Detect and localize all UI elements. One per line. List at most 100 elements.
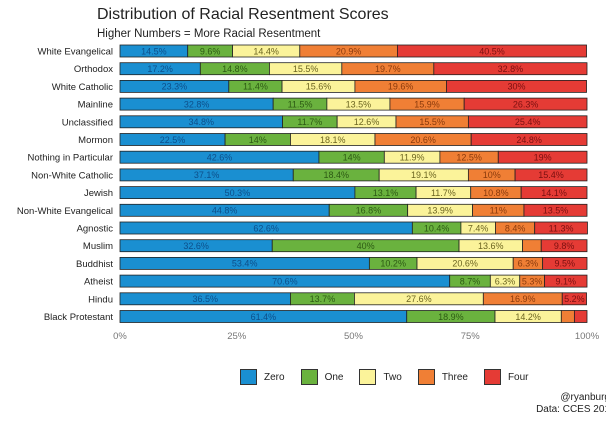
legend-label: Four — [507, 371, 529, 383]
value-label: 18.9% — [438, 312, 464, 322]
value-label: 18.4% — [323, 170, 349, 180]
credit-source: Data: CCES 201 — [536, 404, 606, 415]
value-label: 9.8% — [554, 241, 575, 251]
legend-item-three: Three — [417, 369, 468, 385]
value-label: 20.6% — [452, 259, 478, 269]
x-tick-label: 25% — [227, 331, 247, 342]
category-label: White Evangelical — [37, 47, 113, 58]
value-label: 32.8% — [184, 99, 210, 109]
bar-segment-four — [573, 310, 588, 323]
value-label: 6.3% — [518, 259, 539, 269]
bar-segment-three — [560, 310, 575, 323]
value-label: 6.3% — [495, 276, 516, 286]
value-label: 13.7% — [310, 294, 336, 304]
value-label: 25.4% — [515, 117, 541, 127]
value-label: 32.8% — [498, 64, 524, 74]
value-label: 23.3% — [162, 82, 188, 92]
value-label: 15.9% — [414, 99, 440, 109]
category-label: Nothing in Particular — [27, 153, 113, 164]
value-label: 14.8% — [222, 64, 248, 74]
chart-subtitle: Higher Numbers = More Racial Resentment — [97, 28, 321, 40]
value-label: 13.5% — [346, 99, 372, 109]
bar-segment-four — [467, 115, 588, 129]
value-label: 7.4% — [468, 223, 489, 233]
bar-segment-four — [396, 44, 587, 58]
legend-label: Three — [441, 371, 468, 383]
bar-segment-four — [433, 62, 588, 76]
value-label: 22.5% — [160, 135, 186, 145]
category-label: Unclassified — [62, 117, 113, 128]
bar-segment-four — [544, 274, 588, 288]
value-label: 17.2% — [147, 64, 173, 74]
x-tick-label: 100% — [575, 331, 600, 342]
value-label: 15.5% — [293, 64, 319, 74]
bar-segment-four — [514, 168, 588, 182]
value-label: 16.9% — [510, 294, 536, 304]
chart-title: Distribution of Racial Resentment Scores — [97, 6, 389, 23]
value-label: 16.8% — [356, 206, 382, 216]
value-label: 27.6% — [406, 294, 432, 304]
value-label: 40.5% — [479, 46, 505, 56]
value-label: 11.9% — [400, 153, 425, 163]
value-label: 18.1% — [320, 135, 346, 145]
category-label: Black Protestant — [44, 312, 114, 323]
bar-segment-four — [561, 292, 587, 306]
legend: Zero One Two Three Four — [240, 369, 529, 385]
value-label: 13.1% — [373, 188, 399, 198]
value-label: 44.8% — [212, 206, 238, 216]
value-label: 20.9% — [336, 46, 362, 56]
category-label: White Catholic — [52, 82, 113, 93]
value-label: 15.6% — [306, 82, 332, 92]
value-label: 12.5% — [456, 153, 482, 163]
legend-swatch — [417, 369, 435, 385]
value-label: 8.4% — [505, 223, 526, 233]
value-label: 53.4% — [232, 259, 258, 269]
legend-label: One — [324, 371, 344, 383]
bar-segment-four — [463, 97, 588, 111]
value-label: 14.1% — [541, 188, 567, 198]
value-label: 13.9% — [427, 206, 453, 216]
value-label: 10% — [483, 170, 501, 180]
category-label: Muslim — [83, 241, 113, 252]
value-label: 11.7% — [297, 117, 322, 127]
legend-swatch — [300, 369, 318, 385]
value-label: 8.7% — [460, 276, 481, 286]
value-label: 9.6% — [200, 46, 221, 56]
value-label: 26.3% — [513, 99, 539, 109]
value-label: 10.8% — [483, 188, 509, 198]
bar-segment-four — [540, 239, 588, 253]
legend-swatch — [359, 369, 377, 385]
value-label: 11% — [490, 206, 507, 216]
category-label: Non-White Catholic — [31, 170, 113, 181]
value-label: 15.4% — [538, 170, 564, 180]
bar-segment-three — [522, 239, 542, 253]
legend-item-one: One — [300, 369, 344, 385]
value-label: 30% — [507, 82, 525, 92]
value-label: 19.7% — [375, 64, 401, 74]
x-tick-label: 50% — [344, 331, 364, 342]
bar-segment-four — [497, 150, 588, 164]
value-label: 9.5% — [555, 259, 576, 269]
category-label: Non-White Evangelical — [17, 206, 113, 217]
category-label: Orthodox — [74, 64, 113, 75]
value-label: 70.6% — [272, 276, 298, 286]
legend-item-two: Two — [359, 369, 402, 385]
value-label: 12.6% — [354, 117, 380, 127]
value-label: 11.5% — [288, 99, 313, 109]
bar-segment-four — [523, 203, 588, 217]
legend-swatch — [483, 369, 501, 385]
value-label: 9.1% — [555, 276, 576, 286]
value-label: 36.5% — [192, 294, 218, 304]
value-label: 19.1% — [411, 170, 437, 180]
value-label: 5.2% — [564, 294, 585, 304]
category-label: Jewish — [84, 188, 113, 199]
value-label: 11.3% — [549, 223, 574, 233]
value-label: 50.3% — [225, 188, 251, 198]
value-label: 14.4% — [253, 46, 279, 56]
credit: @ryanburg Data: CCES 201 — [536, 392, 606, 416]
value-label: 32.6% — [183, 241, 209, 251]
bar-segment-four — [542, 256, 588, 270]
x-tick-label: 75% — [461, 331, 481, 342]
legend-item-four: Four — [483, 369, 529, 385]
